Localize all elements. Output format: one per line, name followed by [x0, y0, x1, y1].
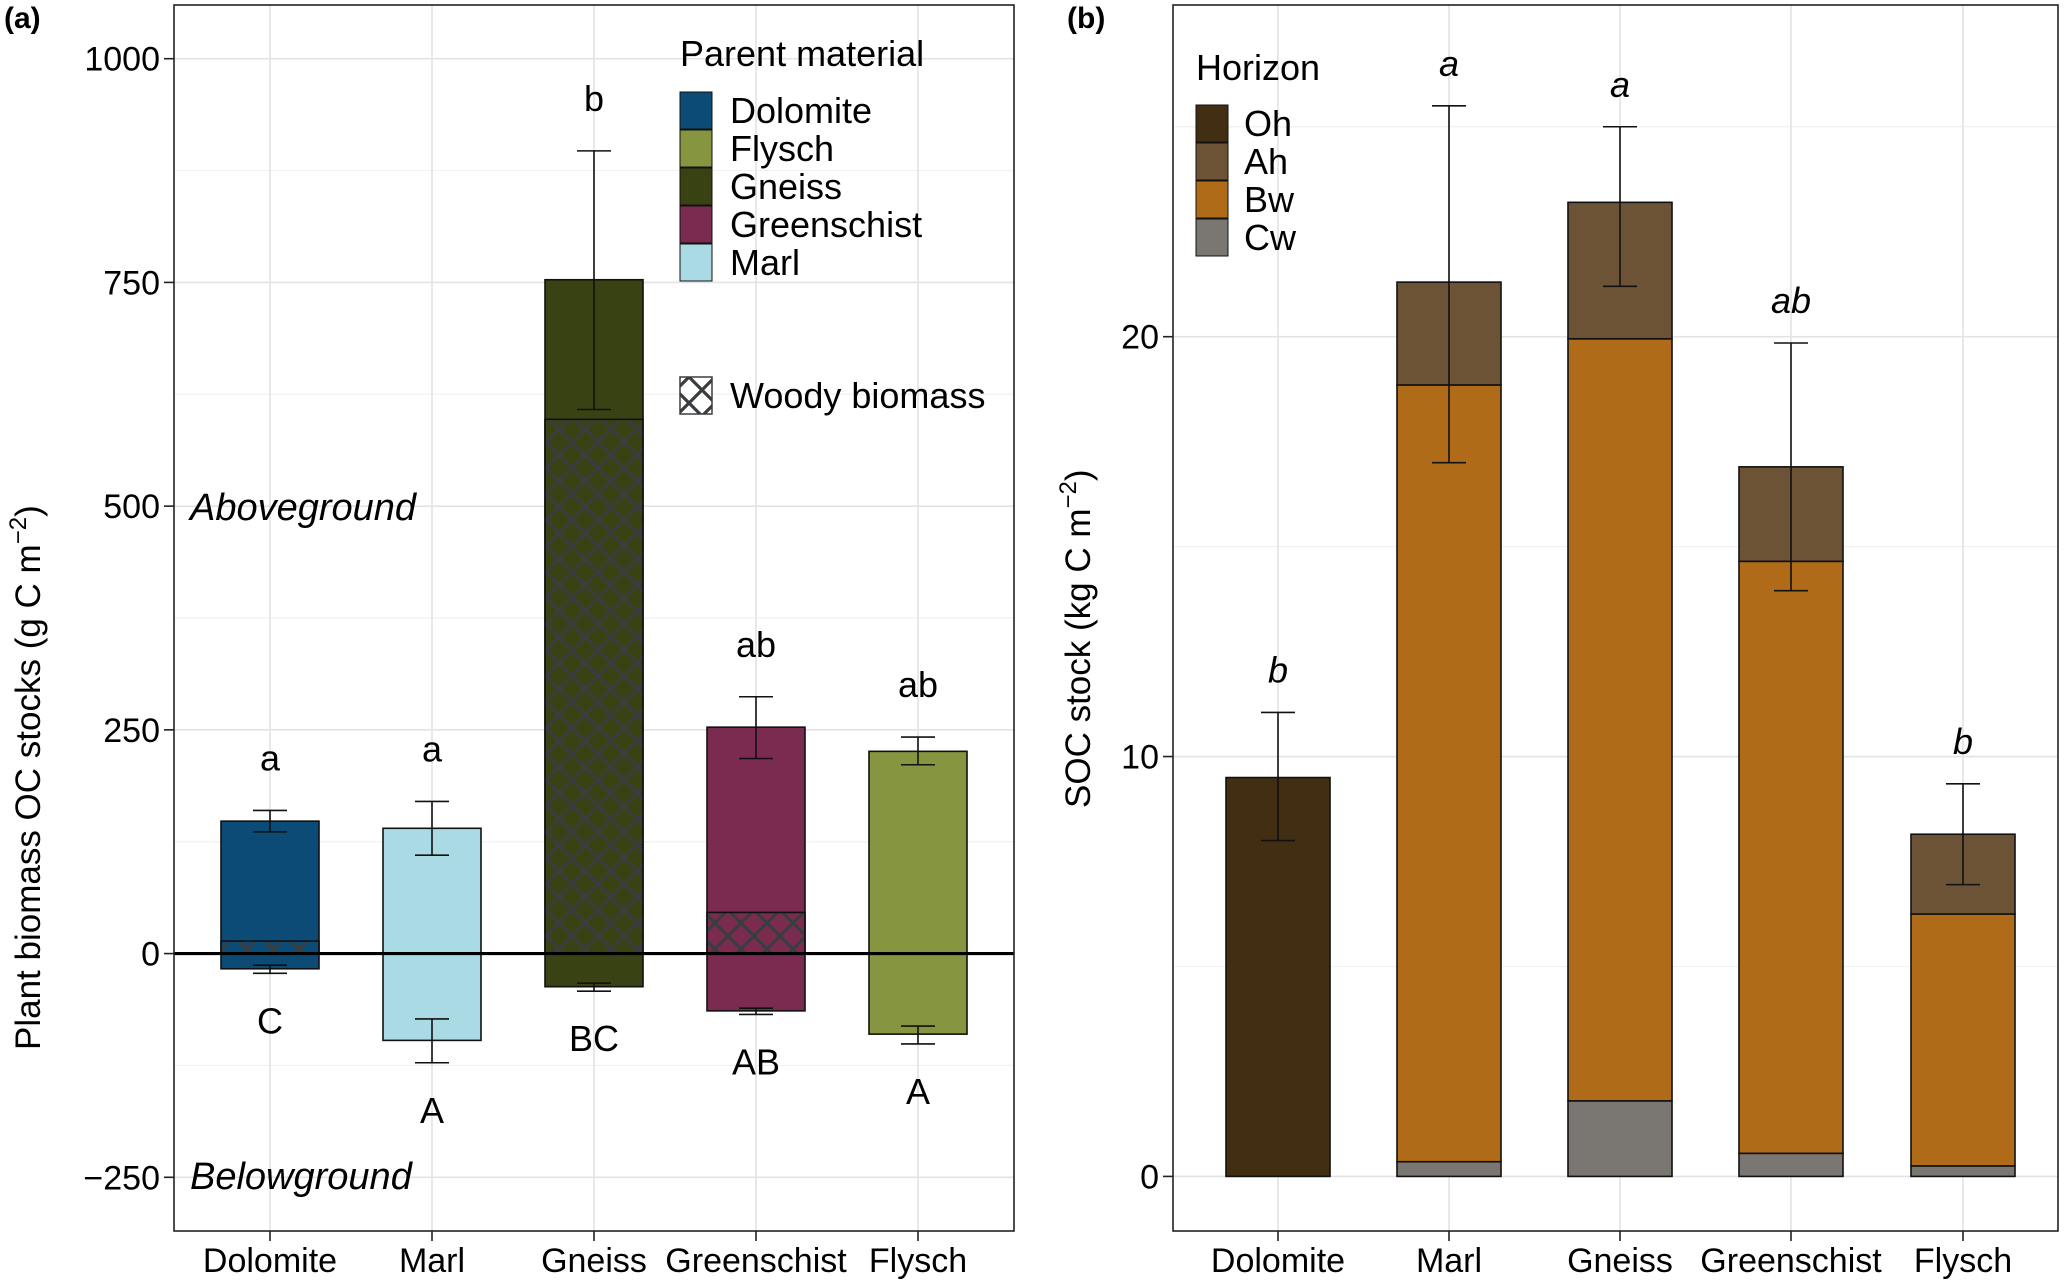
- panel-b-x-ticks: Dolomite Marl Gneiss Greenschist Flysch: [1211, 1231, 2012, 1280]
- panel-a-y-tick-label: 1000: [84, 41, 160, 79]
- panel-b-y-tick-label: 0: [1140, 1158, 1159, 1196]
- bar-woody-dolomite: [220, 940, 320, 955]
- letter-gneiss: a: [1610, 64, 1630, 105]
- panel-a-y-tick-label: −250: [83, 1159, 160, 1197]
- legend-label-greenschist: Greenschist: [730, 204, 922, 245]
- panel-b-y-tick-label: 10: [1121, 739, 1159, 777]
- panel-b-error-bars: [1261, 104, 1980, 886]
- panel-b-x-tick-label: Flysch: [1914, 1242, 2012, 1280]
- legend-label-dolomite: Dolomite: [730, 90, 872, 131]
- letter-below-greenschist: AB: [732, 1041, 780, 1082]
- panel-a-x-tick-label: Greenschist: [665, 1242, 847, 1280]
- legend-label-oh: Oh: [1244, 103, 1292, 144]
- legend-swatch-dolomite: [679, 91, 713, 130]
- legend-label-cw: Cw: [1244, 217, 1297, 258]
- bar-below-greenschist: [706, 952, 806, 1012]
- letter-above-gneiss: b: [584, 78, 604, 119]
- panel-a-frame: [173, 4, 1015, 1232]
- panel-a-y-tick-label: 250: [103, 712, 160, 750]
- legend-label-gneiss: Gneiss: [730, 166, 842, 207]
- parent-material-legend-title: Parent material: [680, 33, 924, 74]
- panel-a-y-tick-label: 750: [103, 264, 160, 302]
- bar-gneiss-bw: [1567, 337, 1673, 1102]
- legend-swatch-flysch: [679, 129, 713, 168]
- panel-a-error-bars: [253, 150, 935, 1064]
- panel-a-label: (a): [4, 2, 41, 35]
- letter-below-gneiss: BC: [569, 1018, 619, 1059]
- legend-swatch-marl: [679, 243, 713, 282]
- bar-gneiss-cw: [1567, 1100, 1673, 1178]
- bar-dolomite-oh: [1225, 776, 1331, 1178]
- bar-below-flysch: [868, 952, 968, 1035]
- letter-above-dolomite: a: [260, 737, 281, 778]
- letter-marl: a: [1439, 43, 1459, 84]
- legend-label-bw: Bw: [1244, 179, 1295, 220]
- bar-marl-bw: [1396, 384, 1502, 1163]
- panel-a-x-tick-label: Marl: [399, 1242, 465, 1280]
- legend-swatch-greenschist: [679, 205, 713, 244]
- panel-a-significance-letters: a Ca Ab BC ab AB ab A: [257, 78, 938, 1131]
- panel-b-y-tick-label: 20: [1121, 319, 1159, 357]
- letter-above-marl: a: [422, 728, 443, 769]
- legend-label-ah: Ah: [1244, 141, 1288, 182]
- bar-greenschist-cw: [1738, 1152, 1844, 1178]
- legend-swatch-ah: [1195, 142, 1229, 181]
- bar-below-gneiss: [544, 952, 644, 988]
- panel-b-x-tick-label: Marl: [1416, 1242, 1482, 1280]
- panel-a-x-ticks: Dolomite Marl Gneiss Greenschist Flysch: [203, 1231, 967, 1280]
- bar-flysch-bw: [1910, 913, 2016, 1167]
- panel-b: (b) 0 10 20 Dolomite Marl Gneiss Greenschist F…: [1055, 2, 2059, 1280]
- aboveground-annotation: Aboveground: [188, 487, 418, 529]
- letter-below-dolomite: C: [257, 1000, 283, 1041]
- letter-above-flysch: ab: [898, 664, 938, 705]
- woody-biomass-label: Woody biomass: [730, 375, 985, 416]
- panel-b-significance-letters: b a a ab b: [1268, 43, 1973, 762]
- panel-b-y-ticks: 0 10 20: [1121, 319, 1173, 1196]
- letter-greenschist: ab: [1771, 280, 1811, 321]
- panel-a-x-tick-label: Dolomite: [203, 1242, 337, 1280]
- panel-a-x-tick-label: Gneiss: [541, 1242, 647, 1280]
- bar-marl-cw: [1396, 1160, 1502, 1178]
- legend-label-flysch: Flysch: [730, 128, 834, 169]
- panel-a-y-tick-label: 0: [141, 936, 160, 974]
- panel-a-y-ticks: −250 0 250 500 750 1000: [83, 41, 174, 1197]
- letter-below-marl: A: [420, 1090, 444, 1131]
- bar-greenschist-bw: [1738, 560, 1844, 1155]
- bar-woody-gneiss: [544, 418, 644, 955]
- legend-label-marl: Marl: [730, 242, 800, 283]
- panel-a-x-tick-label: Flysch: [869, 1242, 967, 1280]
- bar-woody-greenschist: [706, 911, 806, 955]
- belowground-annotation: Belowground: [190, 1156, 414, 1198]
- panel-b-x-tick-label: Dolomite: [1211, 1242, 1345, 1280]
- legend-swatch-cw: [1195, 218, 1229, 257]
- panel-b-bars: [1225, 201, 2016, 1178]
- panel-b-y-axis-label: SOC stock (kg C m−2): [1055, 469, 1098, 808]
- panel-a: (a) −250 0 250 500 750 1000 Dolomite Marl Gneis…: [4, 2, 1015, 1280]
- panel-b-label: (b): [1067, 2, 1105, 35]
- bar-above-flysch: [868, 750, 968, 955]
- horizon-legend-title: Horizon: [1196, 47, 1320, 88]
- letter-dolomite: b: [1268, 649, 1288, 690]
- panel-a-y-tick-label: 500: [103, 488, 160, 526]
- panel-b-x-tick-label: Greenschist: [1700, 1242, 1882, 1280]
- legend-swatch-bw: [1195, 180, 1229, 219]
- woody-biomass-swatch: [679, 376, 713, 415]
- bar-above-dolomite: [220, 820, 320, 955]
- legend-swatch-oh: [1195, 104, 1229, 143]
- legend-swatch-gneiss: [679, 167, 713, 206]
- woody-biomass-legend: Woody biomass: [679, 375, 985, 416]
- panel-a-y-axis-label: Plant biomass OC stocks (g C m−2): [5, 505, 48, 1050]
- letter-above-greenschist: ab: [736, 624, 776, 665]
- letter-flysch: b: [1953, 721, 1973, 762]
- panel-b-x-tick-label: Gneiss: [1567, 1242, 1673, 1280]
- bar-flysch-cw: [1910, 1165, 2016, 1178]
- panel-b-frame: [1172, 4, 2059, 1232]
- letter-below-flysch: A: [906, 1071, 930, 1112]
